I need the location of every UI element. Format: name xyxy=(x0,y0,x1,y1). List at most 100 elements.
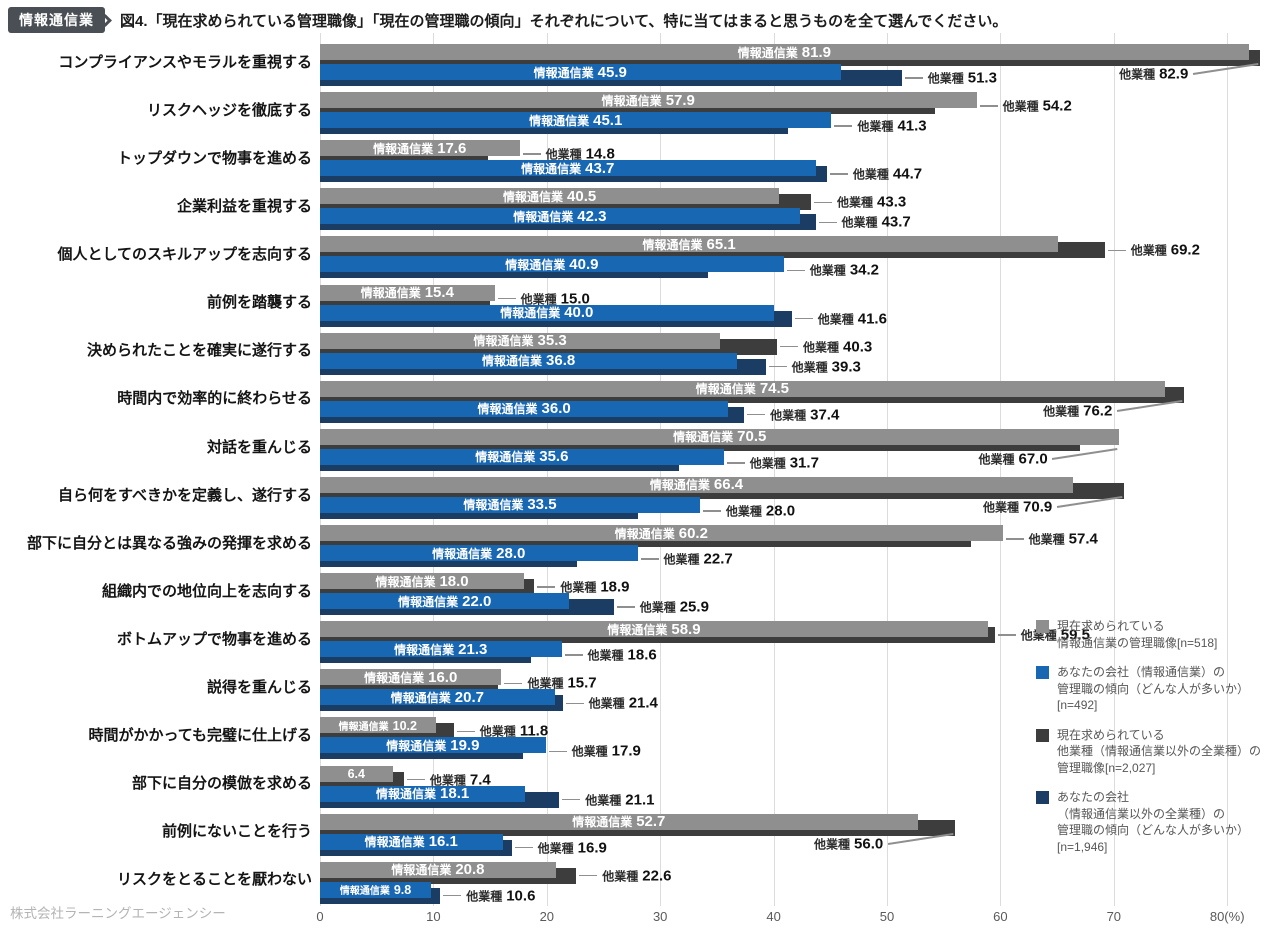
bar-label-value: 45.1 xyxy=(593,111,623,129)
bar-value-label: 情報通信業 35.6 xyxy=(475,448,568,465)
other-label-prefix: 他業種 xyxy=(520,292,557,306)
bar-label-prefix: 情報通信業 xyxy=(398,594,459,609)
other-label-prefix: 他業種 xyxy=(588,696,625,711)
bar-tendency-industry: 情報通信業 28.0 xyxy=(320,544,638,562)
other-label-value: 37.4 xyxy=(810,406,840,424)
bar-label-value: 6.4 xyxy=(347,766,365,781)
bar-label-prefix: 情報通信業 xyxy=(737,45,798,60)
bar-label-prefix: 情報通信業 xyxy=(364,670,425,685)
bar-label-prefix: 情報通信業 xyxy=(463,498,524,513)
bar-value-label: 情報通信業 65.1 xyxy=(643,236,736,253)
other-value-label: 他業種 67.0 xyxy=(978,450,1047,467)
bar-label-prefix: 情報通信業 xyxy=(432,546,493,561)
bar-label-value: 18.0 xyxy=(439,572,469,590)
other-value-label: 他業種 41.3 xyxy=(857,118,926,135)
bar-value-label: 情報通信業 33.5 xyxy=(463,496,556,513)
leader-line xyxy=(979,105,998,107)
other-label-prefix: 他業種 xyxy=(749,456,786,471)
bar-value-label: 情報通信業 81.9 xyxy=(738,44,831,61)
legend-label: あなたの会社 （情報通信業以外の全業種）の 管理職の傾向（どんな人が多いか） [… xyxy=(1057,790,1250,855)
bar-value-label: 情報通信業 45.1 xyxy=(529,112,622,129)
category-label: 時間がかかっても完璧に仕上げる xyxy=(88,727,312,745)
legend-item: あなたの会社（情報通信業）の 管理職の傾向（どんな人が多いか） [n=492] xyxy=(1036,664,1261,714)
other-label-prefix: 他業種 xyxy=(1119,67,1156,82)
bar-label-prefix: 情報通信業 xyxy=(375,574,436,589)
bar-label-value: 40.0 xyxy=(564,304,594,321)
other-label-value: 57.4 xyxy=(1068,530,1098,548)
bar-sought-industry: 情報通信業 10.2 xyxy=(320,717,436,734)
bar-label-value: 16.1 xyxy=(428,833,458,851)
other-label-prefix: 他業種 xyxy=(527,676,564,691)
category-label: 組織内での地位向上を志向する xyxy=(101,582,312,600)
other-value-label: 他業種 16.9 xyxy=(538,839,607,856)
bar-label-value: 45.9 xyxy=(597,63,627,81)
bar-value-label: 情報通信業 22.0 xyxy=(398,593,491,610)
bar-label-value: 70.5 xyxy=(737,428,767,446)
bar-sought-industry: 情報通信業 57.9 xyxy=(320,91,977,109)
category-label: トップダウンで物事を進める xyxy=(116,149,312,167)
bar-sought-industry: 情報通信業 15.4 xyxy=(320,284,495,301)
bar-label-prefix: 情報通信業 xyxy=(373,141,434,156)
bar-label-prefix: 情報通信業 xyxy=(614,526,675,541)
bar-label-prefix: 情報通信業 xyxy=(477,402,538,417)
bar-tendency-industry: 情報通信業 22.0 xyxy=(320,593,570,610)
legend-swatch xyxy=(1036,791,1049,805)
other-label-prefix: 他業種 xyxy=(837,195,874,210)
bar-sought-industry: 情報通信業 58.9 xyxy=(320,620,988,638)
other-value-label: 他業種 44.7 xyxy=(853,166,922,183)
bar-label-value: 21.3 xyxy=(458,640,488,658)
bar-label-prefix: 情報通信業 xyxy=(503,189,564,204)
bar-label-prefix: 情報通信業 xyxy=(500,306,561,320)
bar-label-prefix: 情報通信業 xyxy=(607,622,668,637)
other-label-value: 10.6 xyxy=(506,887,536,905)
bar-tendency-industry: 情報通信業 20.7 xyxy=(320,688,555,706)
bar-value-label: 情報通信業 40.5 xyxy=(503,188,596,205)
leader-line xyxy=(522,153,541,155)
legend-label: あなたの会社（情報通信業）の 管理職の傾向（どんな人が多いか） [n=492] xyxy=(1057,665,1250,713)
other-label-value: 51.3 xyxy=(967,69,997,87)
other-label-prefix: 他業種 xyxy=(1028,532,1065,547)
other-label-value: 41.3 xyxy=(897,117,927,135)
bar-tendency-industry: 情報通信業 33.5 xyxy=(320,496,700,513)
bar-sought-industry: 情報通信業 60.2 xyxy=(320,525,1003,542)
other-label-value: 18.6 xyxy=(627,646,657,664)
bar-label-value: 35.3 xyxy=(537,332,567,350)
category-label: 企業利益を重視する xyxy=(176,198,312,216)
other-label-value: 82.9 xyxy=(1159,65,1189,83)
other-label-value: 40.3 xyxy=(843,338,873,356)
other-value-label: 他業種 18.6 xyxy=(588,647,657,664)
gridline xyxy=(887,33,888,906)
bar-sought-industry: 情報通信業 74.5 xyxy=(320,380,1165,397)
other-value-label: 他業種 57.4 xyxy=(1029,531,1098,548)
other-value-label: 他業種 43.3 xyxy=(837,194,906,211)
bar-label-value: 52.7 xyxy=(636,813,666,831)
bar-label-value: 20.7 xyxy=(454,688,484,706)
bar-label-value: 66.4 xyxy=(713,476,744,494)
bar-value-label: 情報通信業 66.4 xyxy=(650,476,743,493)
bar-label-prefix: 情報通信業 xyxy=(338,721,389,733)
bar-label-prefix: 情報通信業 xyxy=(475,450,536,465)
other-label-prefix: 他業種 xyxy=(983,500,1020,515)
bar-label-prefix: 情報通信業 xyxy=(390,690,451,705)
bar-sought-industry: 6.4 xyxy=(320,765,393,782)
bar-label-value: 28.0 xyxy=(496,544,526,562)
legend-label: 現在求められている 他業種（情報通信業以外の全業種）の 管理職像[n=2,027… xyxy=(1057,727,1262,775)
other-value-label: 他業種 56.0 xyxy=(814,835,883,852)
bar-label-value: 58.9 xyxy=(671,620,701,638)
bar-label-value: 57.9 xyxy=(665,91,695,109)
bar-tendency-industry: 情報通信業 40.0 xyxy=(320,304,774,321)
other-label-value: 11.8 xyxy=(519,722,549,740)
bar-value-label: 情報通信業 17.6 xyxy=(373,140,466,157)
other-label-prefix: 他業種 xyxy=(479,724,516,739)
category-label: 部下に自分の模倣を求める xyxy=(131,775,312,793)
bar-label-value: 81.9 xyxy=(801,43,831,61)
bar-label-value: 16.0 xyxy=(428,668,458,686)
leader-line xyxy=(1005,538,1024,540)
leader-line xyxy=(548,750,567,753)
other-value-label: 他業種 37.4 xyxy=(770,406,839,423)
bar-label-prefix: 情報通信業 xyxy=(601,93,662,108)
bar-sought-industry: 情報通信業 66.4 xyxy=(320,476,1073,493)
leader-line xyxy=(829,173,848,175)
leader-line xyxy=(640,558,659,560)
bar-label-prefix: 情報通信業 xyxy=(339,886,390,898)
